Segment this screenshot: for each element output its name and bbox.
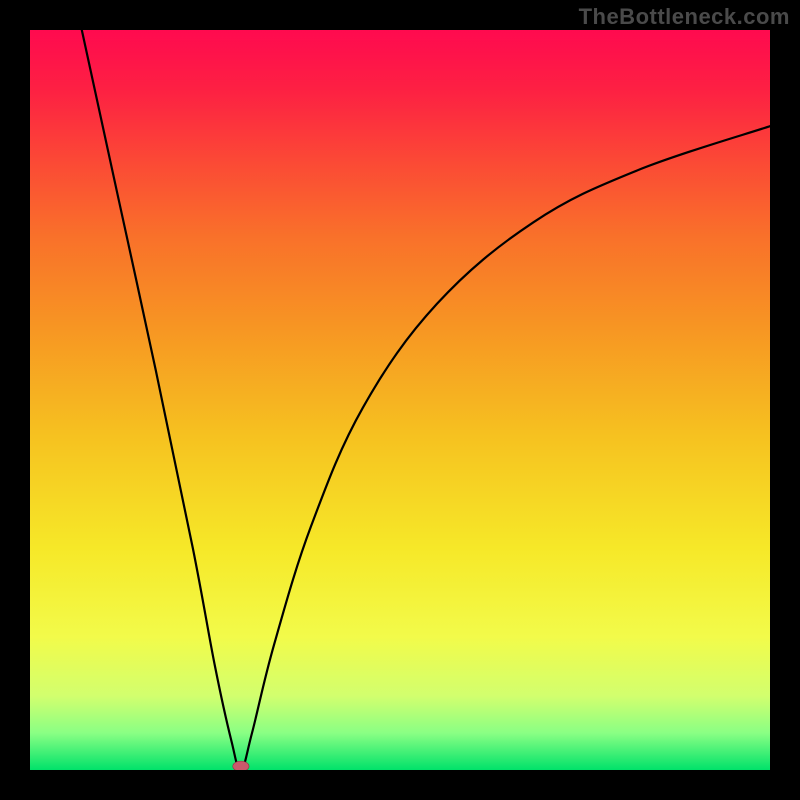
optimal-point-marker xyxy=(233,761,249,770)
watermark-text: TheBottleneck.com xyxy=(579,4,790,30)
chart-svg xyxy=(30,30,770,770)
plot-background xyxy=(30,30,770,770)
plot-area xyxy=(30,30,770,770)
chart-frame: TheBottleneck.com xyxy=(0,0,800,800)
